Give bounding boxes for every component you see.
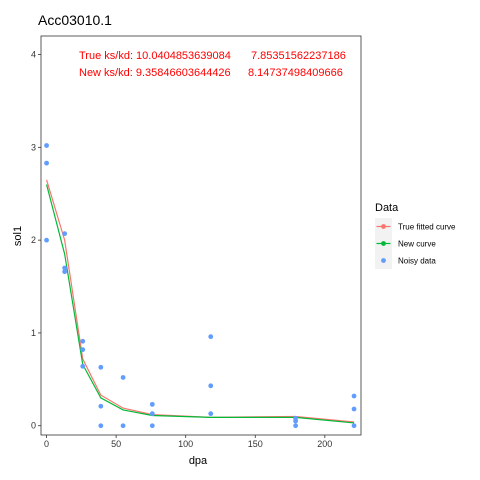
axes: 0 50 100 150 200 0 1 2 3 4 [31,50,332,449]
noisy-data-point [80,338,86,344]
new-curve-line [45,184,355,424]
legend-label: True fitted curve [398,223,456,232]
x-tick-label: 150 [248,439,263,449]
y-tick-label: 0 [31,421,36,431]
noisy-data-point [351,406,357,412]
noisy-data-point [44,237,49,243]
annotation-new-value: 8.14737498409666 [248,67,343,79]
noisy-data-point [208,383,214,389]
y-tick-label: 4 [31,50,36,60]
noisy-data-point [80,363,86,369]
plot-panel [40,35,362,436]
y-tick-label: 2 [31,235,36,245]
legend-key-true-fitted-dot [381,224,386,229]
noisy-data-point [44,143,49,148]
x-tick-label: 200 [317,439,332,449]
true-fitted-curve-line [45,179,355,423]
noisy-data-point [44,160,49,166]
noisy-data-point [62,265,68,271]
legend: Data True fitted curve New curve Noisy dat… [375,202,456,269]
noisy-data-point [351,393,357,399]
series-lines [45,179,355,424]
legend-label: Noisy data [398,257,436,266]
y-tick-label: 1 [31,328,36,338]
noisy-data-point [149,411,155,417]
noisy-data-point [120,375,126,380]
noisy-data-point [98,423,104,429]
noisy-data-point [98,364,104,370]
annotation-new-label: New ks/kd: 9.35846603644426 [79,67,231,79]
x-tick-label: 50 [111,439,121,449]
noisy-data-point [149,401,155,407]
legend-title: Data [375,202,399,214]
noisy-data-point [98,403,104,409]
x-tick-label: 0 [44,439,49,449]
noisy-data-point [208,411,214,417]
noisy-data-point [80,347,86,353]
legend-key-noisy-data-dot [381,258,386,263]
x-tick-label: 100 [178,439,193,449]
noisy-data-point [120,423,126,429]
noisy-data-point [62,231,68,237]
noisy-data-point [208,334,214,340]
noisy-data-point [351,423,357,429]
annotation-true-value: 7.85351562237186 [251,50,346,62]
noisy-data-point [293,418,299,424]
legend-key-new-curve-dot [381,241,386,246]
annotation-true-label: True ks/kd: 10.0404853639084 [79,50,231,62]
legend-label: New curve [398,240,436,249]
noisy-data-point [149,423,155,429]
y-axis-title: sol1 [12,226,24,246]
data-points [44,143,357,429]
noisy-data-point [293,423,299,429]
chart-title: Acc03010.1 [38,12,112,28]
y-tick-label: 3 [31,142,36,152]
noisy-data-point [62,269,68,275]
x-axis-title: dpa [189,455,208,467]
